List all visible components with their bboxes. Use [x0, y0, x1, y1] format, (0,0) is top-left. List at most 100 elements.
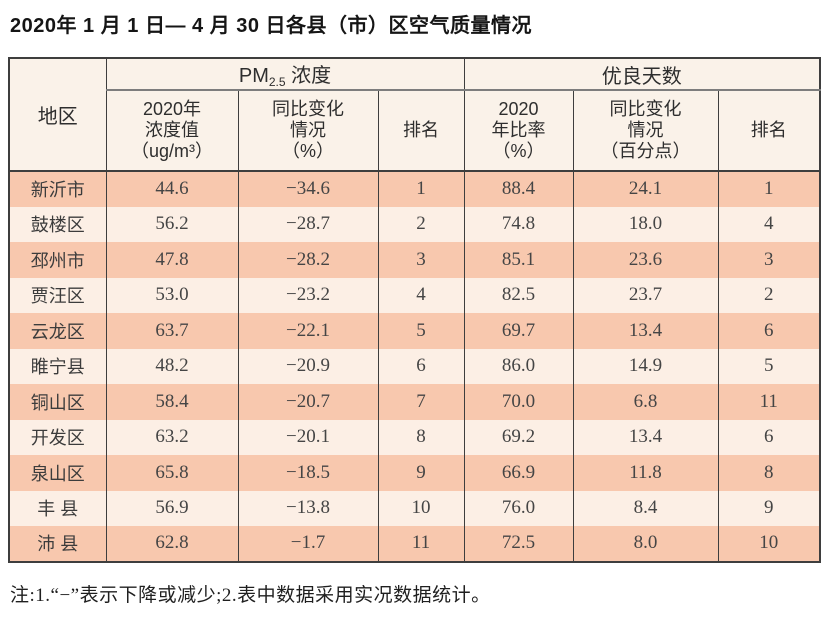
good-rate-cell: 74.8 [463, 206, 574, 242]
pm-rank-cell: 8 [377, 419, 465, 455]
table-row: 邳州市 47.8 −28.2 3 85.1 23.6 3 [9, 242, 821, 278]
table-row: 泉山区 65.8 −18.5 9 66.9 11.8 8 [9, 455, 821, 491]
column-header-region: 地区 [9, 58, 107, 172]
good-rank-cell: 10 [717, 526, 821, 562]
good-change-cell: 13.4 [572, 313, 719, 349]
pm-rank-cell: 5 [377, 313, 465, 349]
good-rank-cell: 11 [717, 384, 821, 420]
region-cell: 铜山区 [9, 384, 106, 420]
good-rank-cell: 4 [717, 206, 821, 242]
pm-change-cell: −22.1 [237, 313, 378, 349]
pm-value-cell: 63.7 [105, 313, 238, 349]
region-cell: 鼓楼区 [9, 206, 106, 242]
good-change-cell: 24.1 [572, 171, 719, 207]
table-header: 地区 PM2.5 浓度 优良天数 2020年 浓度值 （ug/m³） 同比变化 … [9, 58, 821, 172]
region-cell: 睢宁县 [9, 348, 106, 384]
good-rank-cell: 3 [717, 242, 821, 278]
good-rank-cell: 5 [717, 348, 821, 384]
pm-rank-cell: 11 [377, 526, 465, 562]
pm25-suffix: 浓度 [285, 65, 332, 87]
table-row: 睢宁县 48.2 −20.9 6 86.0 14.9 5 [9, 348, 821, 384]
good-rate-cell: 85.1 [463, 242, 574, 278]
table-body: 新沂市 44.6 −34.6 1 88.4 24.1 1 鼓楼区 56.2 −2… [9, 171, 821, 562]
group-header-pm25: PM2.5 浓度 [106, 58, 465, 91]
good-change-cell: 23.7 [572, 277, 719, 313]
good-rate-cell: 82.5 [463, 277, 574, 313]
footnote: 注:1.“−”表示下降或减少;2.表中数据采用实况数据统计。 [10, 584, 491, 606]
pm-change-cell: −20.1 [237, 419, 378, 455]
pm-change-cell: −20.7 [237, 384, 378, 420]
pm-value-cell: 48.2 [105, 348, 238, 384]
good-rank-cell: 1 [717, 171, 821, 207]
pm-rank-cell: 1 [377, 171, 465, 207]
pm-change-cell: −1.7 [237, 526, 378, 562]
table-row: 云龙区 63.7 −22.1 5 69.7 13.4 6 [9, 313, 821, 349]
pm-value-cell: 53.0 [105, 277, 238, 313]
good-rate-cell: 76.0 [463, 490, 574, 526]
pm-change-cell: −18.5 [237, 455, 378, 491]
region-cell: 沛 县 [9, 526, 106, 562]
good-rank-cell: 9 [717, 490, 821, 526]
column-header-good-rank: 排名 [717, 90, 821, 172]
good-change-cell: 6.8 [572, 384, 719, 420]
column-header-good-rate: 2020 年比率 （%） [463, 90, 574, 172]
good-rate-cell: 88.4 [463, 171, 574, 207]
region-cell: 贾汪区 [9, 277, 106, 313]
pm-value-cell: 56.9 [105, 490, 238, 526]
good-change-cell: 11.8 [572, 455, 719, 491]
good-change-cell: 23.6 [572, 242, 719, 278]
good-rate-cell: 69.2 [463, 419, 574, 455]
pm-value-cell: 58.4 [105, 384, 238, 420]
good-rate-cell: 66.9 [463, 455, 574, 491]
article-page: 2020年 1 月 1 日— 4 月 30 日各县（市）区空气质量情况 地区 P… [8, 15, 822, 606]
region-cell: 丰 县 [9, 490, 106, 526]
table-row: 铜山区 58.4 −20.7 7 70.0 6.8 11 [9, 384, 821, 420]
pm25-label: PM [238, 65, 269, 87]
pm-change-cell: −28.2 [237, 242, 378, 278]
good-rank-cell: 6 [717, 313, 821, 349]
pm-rank-cell: 9 [377, 455, 465, 491]
pm-change-cell: −20.9 [237, 348, 378, 384]
good-change-cell: 18.0 [572, 206, 719, 242]
air-quality-table: 地区 PM2.5 浓度 优良天数 2020年 浓度值 （ug/m³） 同比变化 … [8, 57, 822, 563]
table-row: 丰 县 56.9 −13.8 10 76.0 8.4 9 [9, 490, 821, 526]
region-cell: 新沂市 [9, 171, 106, 207]
good-rank-cell: 2 [717, 277, 821, 313]
pm-rank-cell: 4 [377, 277, 465, 313]
pm-value-cell: 65.8 [105, 455, 238, 491]
good-change-cell: 8.0 [572, 526, 719, 562]
good-rate-cell: 69.7 [463, 313, 574, 349]
good-change-cell: 13.4 [572, 419, 719, 455]
sub-header-row: 2020年 浓度值 （ug/m³） 同比变化 情况 （%） 排名 2020 年比… [9, 90, 821, 172]
pm-rank-cell: 3 [377, 242, 465, 278]
table-row: 开发区 63.2 −20.1 8 69.2 13.4 6 [9, 419, 821, 455]
good-rate-cell: 70.0 [463, 384, 574, 420]
pm-rank-cell: 10 [377, 490, 465, 526]
good-rate-cell: 86.0 [463, 348, 574, 384]
pm-value-cell: 63.2 [105, 419, 238, 455]
good-rank-cell: 6 [717, 419, 821, 455]
pm-rank-cell: 7 [377, 384, 465, 420]
good-change-cell: 14.9 [572, 348, 719, 384]
pm-change-cell: −23.2 [237, 277, 378, 313]
pm-change-cell: −13.8 [237, 490, 378, 526]
region-cell: 开发区 [9, 419, 106, 455]
good-rank-cell: 8 [717, 455, 821, 491]
page-title: 2020年 1 月 1 日— 4 月 30 日各县（市）区空气质量情况 [10, 15, 533, 37]
table-row: 新沂市 44.6 −34.6 1 88.4 24.1 1 [9, 171, 821, 207]
column-header-pm-rank: 排名 [377, 90, 465, 172]
pm25-subscript: 2.5 [268, 75, 286, 89]
pm-value-cell: 62.8 [105, 526, 238, 562]
pm-rank-cell: 2 [377, 206, 465, 242]
good-change-cell: 8.4 [572, 490, 719, 526]
good-rate-cell: 72.5 [463, 526, 574, 562]
pm-value-cell: 47.8 [105, 242, 238, 278]
group-header-row: 地区 PM2.5 浓度 优良天数 [9, 58, 821, 172]
column-header-pm-change: 同比变化 情况 （%） [237, 90, 378, 172]
table-row: 贾汪区 53.0 −23.2 4 82.5 23.7 2 [9, 277, 821, 313]
table-row: 沛 县 62.8 −1.7 11 72.5 8.0 10 [9, 526, 821, 562]
region-cell: 邳州市 [9, 242, 106, 278]
pm-value-cell: 56.2 [105, 206, 238, 242]
column-header-pm-value: 2020年 浓度值 （ug/m³） [106, 90, 238, 172]
pm-value-cell: 44.6 [105, 171, 238, 207]
